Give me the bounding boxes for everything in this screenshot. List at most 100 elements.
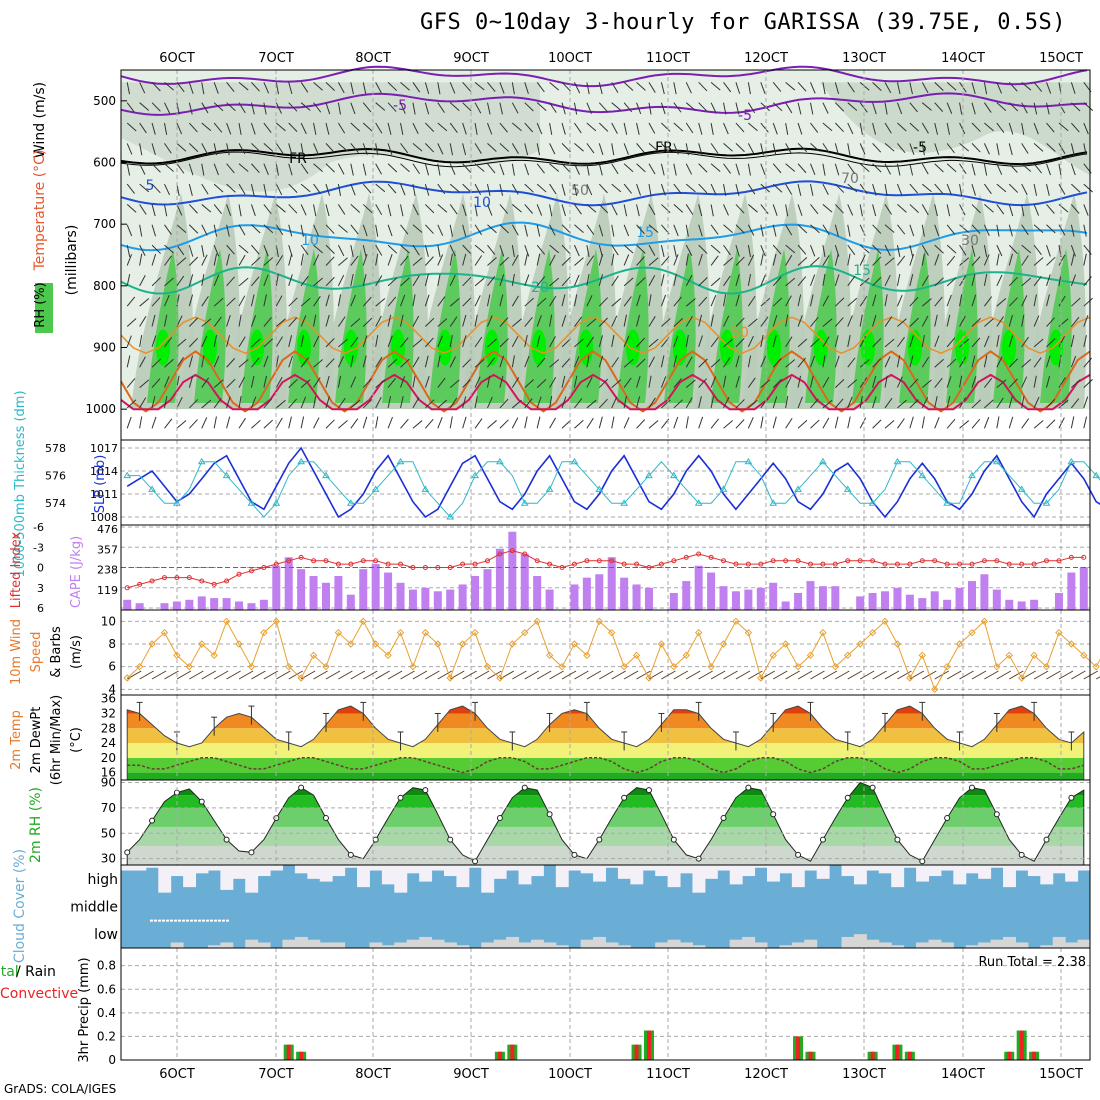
- wind-barb: [673, 183, 682, 194]
- thickness-marker: [570, 457, 579, 465]
- wind-barb-10m: [363, 670, 378, 680]
- li-marker: [236, 571, 242, 577]
- li-marker: [870, 558, 876, 564]
- wind-barb-10m: [984, 670, 999, 680]
- thickness-marker: [645, 471, 653, 479]
- wind-barb: [412, 397, 420, 409]
- wind-barb: [959, 204, 966, 216]
- wind-barb: [971, 376, 977, 388]
- cape-bar: [756, 587, 765, 610]
- wind-barb: [660, 163, 665, 176]
- wind-barb: [959, 224, 970, 233]
- wind-barb: [872, 294, 877, 307]
- y-tick-label-thickness: 574: [45, 497, 66, 510]
- wind-barb: [611, 253, 615, 266]
- wind-barb: [412, 375, 416, 388]
- wind-barb: [1021, 81, 1032, 91]
- wind-barb: [350, 318, 361, 327]
- li-marker: [571, 561, 577, 567]
- wind-barb: [747, 224, 755, 236]
- rh-marker: [298, 784, 305, 791]
- wind-barb: [598, 82, 603, 95]
- wind-barb: [213, 297, 224, 307]
- wind-barb: [238, 183, 246, 195]
- wind-barb: [536, 315, 542, 327]
- thickness-marker: [744, 457, 753, 465]
- wind-barb: [1008, 163, 1018, 173]
- wind-barb: [188, 143, 199, 153]
- wind-barb: [536, 396, 542, 409]
- cloud-high-clear: [394, 865, 408, 893]
- wind-barb: [984, 122, 994, 132]
- wind-barb: [996, 416, 1000, 429]
- wind-barb: [648, 244, 656, 256]
- rh-marker: [422, 787, 429, 794]
- wind-barb: [934, 122, 939, 135]
- below-ground: [121, 409, 1090, 440]
- wind-barb: [164, 143, 172, 154]
- wind-barb: [859, 417, 867, 429]
- wind-barb: [847, 224, 851, 237]
- wind-barb: [499, 102, 503, 115]
- y-tick-label-rh: 50: [101, 826, 116, 840]
- wind-barb: [996, 244, 1003, 257]
- wind-barb: [462, 183, 472, 193]
- wind-barb: [474, 336, 483, 348]
- cloud-high-clear: [270, 865, 283, 871]
- wind-barb: [337, 183, 342, 196]
- wind-barb-10m: [474, 670, 490, 680]
- wind-barb: [176, 102, 180, 115]
- contour-label: FR: [289, 151, 307, 167]
- wind-barb: [909, 296, 919, 307]
- li-marker: [435, 565, 441, 570]
- wind-barb: [474, 183, 482, 195]
- wind-barb: [325, 276, 335, 287]
- wind-marker: [670, 662, 678, 671]
- wind-barb: [785, 81, 796, 91]
- wind-barb: [574, 122, 582, 134]
- wind-barb: [574, 257, 584, 266]
- cloud-high-clear: [344, 865, 358, 868]
- wind-barb: [648, 163, 656, 175]
- cloud-high-clear: [779, 865, 793, 874]
- wind-barb: [959, 338, 970, 348]
- wind-barb: [710, 81, 721, 91]
- wind-barb: [909, 183, 919, 194]
- wind-barb: [884, 274, 891, 287]
- wind-barb: [897, 204, 907, 213]
- wind-barb: [921, 315, 929, 327]
- wind-barb-10m: [1033, 670, 1049, 680]
- wind-barb: [213, 143, 218, 156]
- cloud-low-bar: [419, 936, 433, 948]
- wind-barb: [288, 317, 298, 327]
- thickness-line: [127, 461, 1100, 518]
- y-tick-label: 700: [93, 217, 116, 231]
- cape-bar: [1079, 567, 1088, 610]
- wind-barb: [909, 274, 914, 286]
- wind-barb: [698, 358, 708, 368]
- wind-barb: [983, 416, 990, 429]
- wind-barb: [971, 337, 981, 348]
- axis-label-precip: 3hr Precip (mm): [77, 957, 92, 1062]
- wind-barb: [685, 298, 696, 307]
- rh-marker: [521, 784, 528, 791]
- wind-barb: [561, 244, 571, 255]
- wind-barb: [238, 81, 249, 91]
- cloud-high-clear: [294, 865, 308, 874]
- cloud-high-clear: [903, 865, 917, 868]
- wind-barb: [1046, 338, 1056, 348]
- wind-barb: [213, 163, 219, 176]
- wind-barb: [412, 294, 416, 307]
- thickness-marker: [520, 499, 529, 506]
- li-marker: [596, 558, 602, 564]
- wind-barb: [685, 379, 696, 388]
- rh-marker: [596, 836, 603, 843]
- cloud-high-clear: [195, 865, 209, 874]
- wind-barb: [536, 163, 545, 174]
- rh-contour: [532, 329, 546, 366]
- axis-label-rh: RH (%): [33, 282, 48, 327]
- wind-marker: [347, 640, 355, 648]
- wind-barb: [486, 294, 491, 307]
- wind-barb: [872, 122, 877, 135]
- wind-barb: [313, 377, 321, 388]
